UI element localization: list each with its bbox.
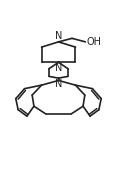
Text: OH: OH [87,37,102,47]
Text: N: N [55,63,62,73]
Text: N: N [55,79,62,89]
Text: N: N [55,31,62,41]
